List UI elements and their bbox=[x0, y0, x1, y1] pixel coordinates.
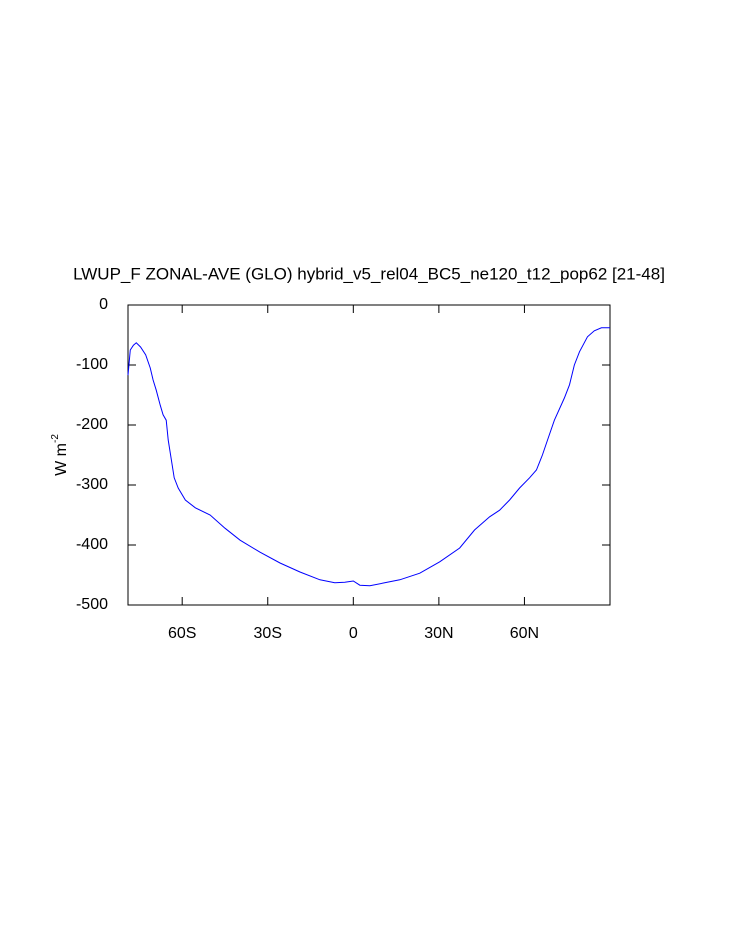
x-tick-label: 30S bbox=[254, 625, 282, 642]
y-tick-label: -500 bbox=[76, 596, 108, 613]
y-label-sup: -2 bbox=[50, 434, 61, 443]
y-label-text: W m-2 bbox=[50, 434, 71, 476]
y-axis-label: W m-2 bbox=[50, 434, 71, 476]
x-tick-label: 60N bbox=[510, 625, 539, 642]
y-tick-label: -100 bbox=[76, 356, 108, 373]
plot-frame bbox=[127, 304, 611, 606]
x-tick-label: 60S bbox=[168, 625, 196, 642]
x-tick-label: 30N bbox=[424, 625, 453, 642]
y-tick-label: -300 bbox=[76, 476, 108, 493]
y-tick-label: -400 bbox=[76, 536, 108, 553]
y-tick-label: 0 bbox=[99, 296, 108, 313]
y-tick-label: -200 bbox=[76, 416, 108, 433]
data-line bbox=[127, 327, 610, 587]
chart-title: LWUP_F ZONAL-AVE (GLO) hybrid_v5_rel04_B… bbox=[73, 264, 665, 283]
x-tick-label: 0 bbox=[349, 625, 358, 642]
y-label-main: W m bbox=[53, 443, 70, 476]
